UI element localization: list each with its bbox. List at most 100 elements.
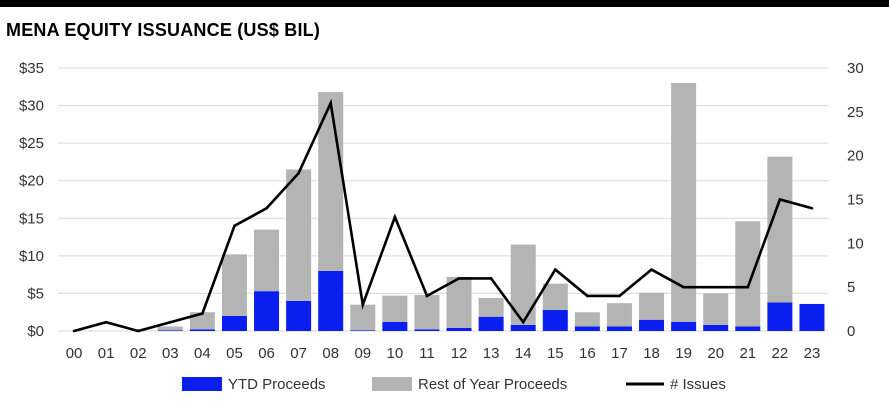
issues-point-01 bbox=[104, 320, 108, 324]
bar-ytd-16 bbox=[574, 326, 600, 331]
bar-rest-11 bbox=[414, 294, 440, 330]
left-tick-label: $30 bbox=[19, 98, 44, 115]
issues-point-20 bbox=[714, 285, 718, 289]
issues-point-21 bbox=[746, 285, 750, 289]
right-tick-label: 30 bbox=[847, 60, 864, 77]
bar-rest-05 bbox=[221, 254, 247, 316]
x-tick-label: 11 bbox=[419, 345, 435, 362]
bar-ytd-19 bbox=[671, 321, 697, 331]
x-tick-label: 15 bbox=[547, 345, 564, 362]
right-tick-label: 25 bbox=[847, 104, 864, 121]
issues-point-14 bbox=[521, 320, 525, 324]
issues-point-07 bbox=[297, 171, 300, 175]
x-tick-label: 07 bbox=[290, 345, 307, 362]
issues-point-16 bbox=[586, 294, 589, 298]
bar-ytd-17 bbox=[606, 326, 632, 331]
bar-ytd-13 bbox=[478, 316, 504, 331]
issues-point-08 bbox=[329, 101, 333, 105]
x-tick-label: 18 bbox=[643, 345, 660, 362]
right-y-axis: 0 5 10 15 20 25 30 bbox=[847, 60, 864, 340]
issues-point-03 bbox=[168, 320, 172, 324]
right-tick-label: 0 bbox=[847, 323, 855, 340]
bar-ytd-12 bbox=[446, 327, 472, 331]
bar-ytd-11 bbox=[414, 329, 440, 331]
left-tick-label: $25 bbox=[19, 135, 44, 152]
x-tick-label: 23 bbox=[804, 345, 821, 362]
bar-rest-22 bbox=[767, 156, 793, 303]
bars bbox=[157, 83, 825, 331]
issues-point-15 bbox=[553, 268, 557, 271]
x-tick-label: 05 bbox=[226, 345, 243, 362]
bar-rest-08 bbox=[318, 92, 344, 271]
issues-line bbox=[72, 98, 814, 333]
bar-rest-06 bbox=[254, 229, 280, 292]
bar-rest-14 bbox=[510, 244, 536, 325]
x-tick-label: 03 bbox=[162, 345, 179, 362]
x-tick-label: 22 bbox=[772, 345, 789, 362]
x-tick-label: 06 bbox=[258, 345, 275, 362]
legend-swatch-rest bbox=[372, 377, 412, 391]
bar-ytd-22 bbox=[767, 302, 793, 331]
x-axis: 00 01 02 03 04 05 06 07 08 09 10 11 12 13 14 15 16 17 18 19… bbox=[66, 345, 821, 362]
gridlines bbox=[58, 67, 828, 332]
bar-ytd-09 bbox=[350, 330, 376, 331]
legend-label-ytd: YTD Proceeds bbox=[228, 376, 326, 393]
legend-label-rest: Rest of Year Proceeds bbox=[418, 376, 567, 393]
issues-point-02 bbox=[136, 329, 140, 333]
bar-rest-16 bbox=[574, 312, 600, 327]
legend: YTD Proceeds Rest of Year Proceeds # Issue… bbox=[182, 376, 726, 393]
x-tick-label: 02 bbox=[130, 345, 147, 362]
issues-point-17 bbox=[618, 294, 621, 298]
x-tick-label: 17 bbox=[611, 345, 628, 362]
bar-ytd-10 bbox=[382, 321, 408, 331]
bar-ytd-20 bbox=[703, 324, 729, 331]
x-tick-label: 00 bbox=[66, 345, 83, 362]
legend-swatch-ytd bbox=[182, 377, 222, 391]
x-tick-label: 21 bbox=[739, 345, 756, 362]
legend-label-issues: # Issues bbox=[670, 376, 726, 393]
left-tick-label: $5 bbox=[27, 285, 44, 302]
bar-ytd-08 bbox=[318, 270, 344, 331]
issues-point-19 bbox=[682, 285, 685, 289]
bar-ytd-07 bbox=[286, 300, 312, 331]
bar-ytd-21 bbox=[735, 326, 761, 331]
bar-rest-12 bbox=[446, 276, 472, 328]
bar-rest-17 bbox=[606, 303, 632, 327]
left-y-axis: $0 $5 $10 $15 $20 $25 $30 $35 bbox=[19, 60, 44, 340]
bar-rest-10 bbox=[382, 295, 408, 322]
left-tick-label: $35 bbox=[19, 60, 44, 77]
left-tick-label: $20 bbox=[19, 173, 44, 190]
issues-point-00 bbox=[72, 329, 76, 333]
issues-point-12 bbox=[457, 277, 461, 280]
bar-rest-18 bbox=[639, 292, 665, 320]
bar-ytd-05 bbox=[221, 315, 247, 331]
left-tick-label: $15 bbox=[19, 210, 44, 227]
issues-point-22 bbox=[778, 198, 782, 201]
x-tick-label: 14 bbox=[515, 345, 532, 362]
x-tick-label: 08 bbox=[322, 345, 339, 362]
bar-ytd-03 bbox=[157, 330, 183, 331]
bar-rest-09 bbox=[350, 304, 376, 331]
bar-ytd-15 bbox=[542, 309, 568, 331]
x-tick-label: 19 bbox=[675, 345, 692, 362]
bar-rest-21 bbox=[735, 221, 761, 327]
bar-ytd-04 bbox=[189, 329, 215, 331]
issues-point-06 bbox=[265, 206, 268, 210]
x-tick-label: 01 bbox=[98, 345, 115, 362]
top-rule bbox=[0, 0, 889, 7]
bar-ytd-18 bbox=[639, 319, 665, 331]
right-tick-label: 20 bbox=[847, 148, 864, 165]
issues-point-05 bbox=[233, 224, 236, 228]
right-tick-label: 15 bbox=[847, 192, 864, 209]
issues-point-18 bbox=[650, 268, 653, 271]
x-tick-label: 09 bbox=[354, 345, 371, 362]
bar-rest-07 bbox=[286, 169, 312, 301]
issues-point-10 bbox=[393, 215, 397, 219]
bar-rest-20 bbox=[703, 293, 729, 325]
right-tick-label: 5 bbox=[847, 279, 855, 296]
x-tick-label: 20 bbox=[707, 345, 724, 362]
left-tick-label: $0 bbox=[27, 323, 44, 340]
bar-ytd-14 bbox=[510, 324, 536, 331]
x-tick-label: 12 bbox=[451, 345, 468, 362]
